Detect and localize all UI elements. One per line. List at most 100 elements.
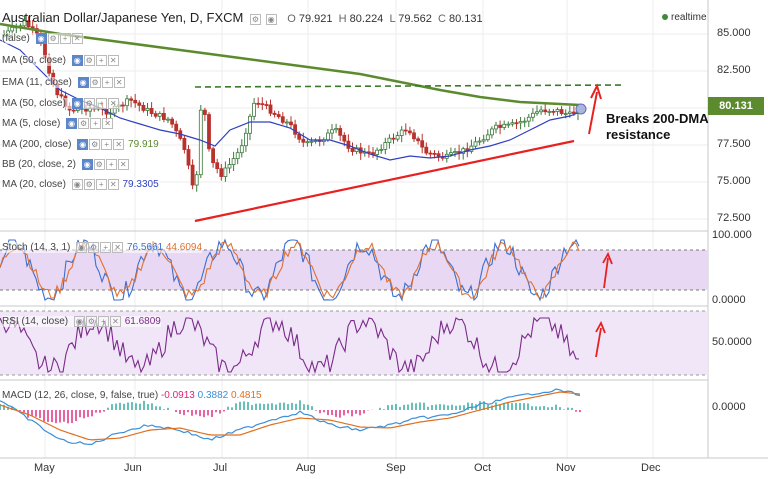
indicator-row-5[interactable]: MA (200, close) ◉ ⚙ + ✕ 79.919 [2, 139, 159, 151]
macd-histogram-bar [315, 410, 317, 411]
macd-histogram-bar [295, 403, 297, 410]
macd-histogram-bar [535, 406, 537, 410]
candle-body [375, 149, 380, 155]
add-icon[interactable]: + [95, 179, 107, 190]
add-icon[interactable]: + [97, 316, 109, 327]
symbol-title[interactable]: Australian Dollar/Japanese Yen, D, FXCM [2, 10, 244, 25]
close-icon[interactable]: ✕ [102, 118, 114, 129]
close-icon[interactable]: ✕ [71, 33, 83, 44]
settings-icon[interactable]: ⚙ [83, 98, 95, 109]
eye-icon[interactable]: ◉ [265, 14, 277, 26]
candle-body [428, 152, 433, 155]
settings-icon[interactable]: ⚙ [88, 242, 100, 253]
macd-histogram-bar [299, 400, 301, 410]
indicator-row-6[interactable]: BB (20, close, 2) ◉ ⚙ + ✕ [2, 159, 130, 171]
candle-body [403, 129, 408, 132]
settings-icon[interactable]: ⚙ [89, 77, 101, 88]
candle-body [350, 148, 355, 152]
macd-histogram-bar [51, 410, 53, 423]
settings-gear-icon[interactable]: ⚙ [249, 14, 261, 26]
macd-histogram-bar [231, 407, 233, 410]
eye-icon[interactable]: ◉ [76, 242, 88, 253]
indicator-row-2[interactable]: EMA (11, close) ◉ ⚙ + ✕ [2, 77, 126, 89]
candle-body [543, 109, 548, 113]
macd-histogram-bar [539, 406, 541, 410]
macd-legend[interactable]: MACD (12, 26, close, 9, false, true) -0.… [2, 390, 262, 401]
settings-icon[interactable]: ⚙ [85, 316, 97, 327]
macd-histogram-bar [471, 403, 473, 410]
add-icon[interactable]: + [105, 159, 117, 170]
stoch-d-value: 44.6094 [165, 242, 203, 254]
macd-histogram-bar [107, 407, 109, 410]
close-icon[interactable]: ✕ [112, 242, 124, 253]
close-icon[interactable]: ✕ [113, 77, 125, 88]
macd-histogram-bar [55, 410, 57, 424]
macd-histogram-bar [383, 409, 385, 410]
price-axis-label: 85.000 [717, 27, 751, 39]
macd-histogram-bar [483, 401, 485, 410]
close-icon[interactable]: ✕ [107, 55, 119, 66]
eye-icon[interactable]: ◉ [71, 98, 83, 109]
eye-icon[interactable]: ◉ [77, 77, 89, 88]
candle-body [256, 102, 261, 105]
header-controls[interactable]: ⚙ ◉ [249, 11, 278, 26]
rsi-legend[interactable]: RSI (14, close) ◉ ⚙ + ✕ 61.6809 [2, 316, 161, 328]
candle-body [252, 102, 257, 117]
eye-icon[interactable]: ◉ [71, 179, 83, 190]
indicator-row-4[interactable]: MA (5, close) ◉ ⚙ + ✕ [2, 118, 115, 130]
add-icon[interactable]: + [59, 33, 71, 44]
macd-histogram-bar [563, 409, 565, 410]
macd-histogram-bar [39, 410, 41, 419]
close-icon[interactable]: ✕ [113, 139, 125, 150]
settings-icon[interactable]: ⚙ [83, 55, 95, 66]
settings-icon[interactable]: ⚙ [47, 33, 59, 44]
candle-body [125, 98, 129, 107]
chart-header: Australian Dollar/Japanese Yen, D, FXCM … [2, 10, 483, 26]
add-icon[interactable]: + [95, 55, 107, 66]
indicator-row-0[interactable]: (false) ◉ ⚙ + ✕ [2, 33, 84, 45]
close-icon[interactable]: ✕ [107, 179, 119, 190]
macd-signal-line [0, 391, 581, 441]
macd-histogram-bar [503, 402, 505, 410]
macd-histogram-bar [543, 405, 545, 410]
eye-icon[interactable]: ◉ [35, 33, 47, 44]
close-icon[interactable]: ✕ [109, 316, 121, 327]
eye-icon[interactable]: ◉ [73, 316, 85, 327]
settings-icon[interactable]: ⚙ [93, 159, 105, 170]
macd-histogram-bar [327, 410, 329, 416]
macd-histogram-bar [187, 410, 189, 413]
macd-histogram-bar [395, 404, 397, 410]
settings-icon[interactable]: ⚙ [83, 179, 95, 190]
settings-icon[interactable]: ⚙ [78, 118, 90, 129]
indicator-row-7[interactable]: MA (20, close) ◉ ⚙ + ✕ 79.3305 [2, 179, 159, 191]
candle-body [325, 132, 330, 141]
macd-histogram-bar [183, 410, 185, 416]
eye-icon[interactable]: ◉ [71, 55, 83, 66]
indicator-row-3[interactable]: MA (50, close) ◉ ⚙ + ✕ [2, 98, 120, 110]
breakout-annotation: Breaks 200-DMA resistance [606, 111, 709, 142]
add-icon[interactable]: + [101, 77, 113, 88]
candle-body [243, 132, 248, 147]
add-icon[interactable]: + [100, 242, 112, 253]
macd-histogram-bar [523, 403, 525, 410]
settings-icon[interactable]: ⚙ [89, 139, 101, 150]
close-icon[interactable]: ✕ [117, 159, 129, 170]
indicator-row-1[interactable]: MA (50, close) ◉ ⚙ + ✕ [2, 55, 120, 67]
macd-histogram-bar [403, 404, 405, 410]
candle-body [535, 111, 539, 114]
add-icon[interactable]: + [90, 118, 102, 129]
month-label: Nov [556, 462, 576, 474]
close-icon[interactable]: ✕ [107, 98, 119, 109]
add-icon[interactable]: + [101, 139, 113, 150]
macd-histogram-bar [243, 401, 245, 410]
macd-histogram-bar [379, 407, 381, 410]
stoch-legend[interactable]: Stoch (14, 3, 1) ◉ ⚙ + ✕ 76.5661 44.6094 [2, 242, 203, 254]
candle-body [510, 122, 515, 125]
macd-histogram-bar [507, 402, 509, 410]
eye-icon[interactable]: ◉ [66, 118, 78, 129]
macd-histogram-bar [387, 405, 389, 410]
eye-icon[interactable]: ◉ [77, 139, 89, 150]
eye-icon[interactable]: ◉ [81, 159, 93, 170]
add-icon[interactable]: + [95, 98, 107, 109]
